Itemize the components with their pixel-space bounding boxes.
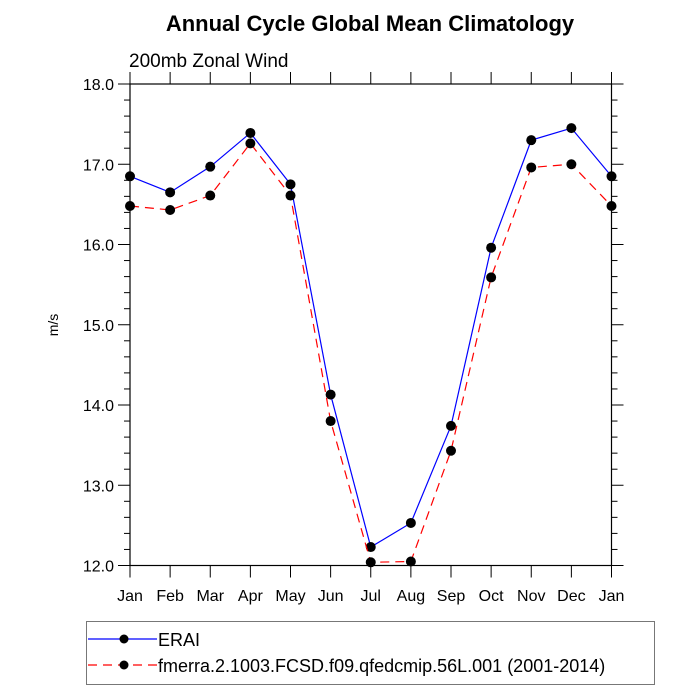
data-point (405, 556, 416, 567)
y-axis-label: m/s (45, 314, 61, 337)
legend-label-0: ERAI (158, 630, 200, 650)
series-line (129, 142, 612, 563)
data-point (486, 272, 497, 283)
data-point (325, 389, 336, 400)
series-layer (125, 123, 617, 568)
y-tick-label: 13.0 (83, 478, 114, 495)
data-point (405, 517, 416, 528)
series-1 (125, 138, 617, 568)
axes: 12.0 13.0 14.0 15.0 16.0 17.0 18.0 Jan Feb Mar Apr… (83, 72, 625, 605)
legend-label-1: fmerra.2.1003.FCSD.f09.qfedcmip.56L.001 … (158, 656, 605, 676)
x-tick-label: Jan (117, 588, 143, 605)
y-tick-label: 17.0 (83, 157, 114, 174)
x-tick-label: Apr (238, 588, 264, 605)
data-point (325, 416, 336, 427)
x-tick-label: May (275, 588, 305, 605)
data-point (205, 161, 216, 172)
chart-title: Annual Cycle Global Mean Climatology (166, 11, 575, 36)
data-point (446, 445, 456, 456)
data-point (285, 179, 296, 190)
data-point (125, 171, 135, 182)
x-tick-label: Jul (361, 588, 381, 605)
data-point (285, 190, 296, 201)
legend-box (86, 621, 655, 685)
x-tick-label: Aug (397, 588, 425, 605)
data-point (365, 557, 376, 568)
series-line (129, 127, 612, 548)
series-0 (125, 123, 617, 553)
data-point (606, 171, 617, 182)
data-point (526, 162, 537, 173)
x-tick-label: Feb (156, 588, 184, 605)
legend-marker-1 (119, 660, 129, 670)
data-point (365, 542, 376, 553)
chart-subtitle: 200mb Zonal Wind (129, 51, 288, 72)
data-point (486, 242, 497, 253)
x-tick-label: Oct (479, 588, 504, 605)
data-point (165, 204, 176, 215)
legend-marker-0 (119, 634, 129, 644)
x-tick-label: Sep (437, 588, 466, 605)
data-point (165, 187, 176, 198)
data-point (566, 159, 577, 170)
data-point (205, 190, 216, 201)
x-tick-label: Nov (517, 588, 545, 605)
data-point (526, 135, 537, 146)
y-tick-label: 18.0 (83, 77, 114, 94)
legend: ERAI fmerra.2.1003.FCSD.f09.qfedcmip.56L.… (86, 621, 655, 685)
x-tick-label: Dec (557, 588, 585, 605)
data-point (446, 420, 456, 431)
y-tick-label: 12.0 (83, 559, 114, 576)
data-point (125, 200, 135, 211)
data-point (245, 127, 256, 138)
y-tick-label: 15.0 (83, 318, 114, 335)
plot-frame (129, 83, 613, 567)
x-tick-label: Jan (599, 588, 625, 605)
x-tick-label: Jun (318, 588, 344, 605)
data-point (606, 200, 617, 211)
x-tick-label: Mar (196, 588, 224, 605)
data-point (245, 138, 256, 149)
y-tick-label: 16.0 (83, 238, 114, 255)
data-point (566, 123, 577, 134)
y-tick-label: 14.0 (83, 398, 114, 415)
